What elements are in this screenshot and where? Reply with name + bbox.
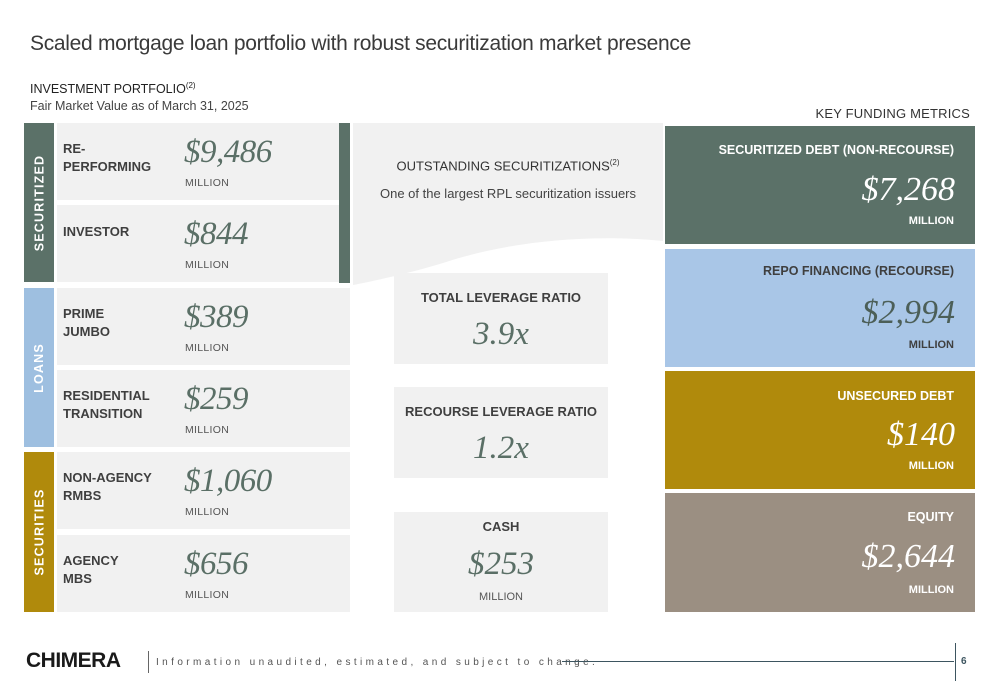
portfolio-tile-residential-transition: RESIDENTIAL TRANSITION $259 MILLION [57, 370, 350, 447]
securitizations-callout-shape [353, 123, 663, 285]
tile-value: $656 [184, 546, 249, 582]
portfolio-tile-agency-mbs: AGENCY MBS $656 MILLION [57, 535, 350, 612]
total-leverage-card: TOTAL LEVERAGE RATIO 3.9x [394, 273, 608, 364]
tile-value: $9,486 [184, 134, 272, 170]
tile-value: $1,060 [184, 463, 272, 499]
metric-label: TOTAL LEVERAGE RATIO [420, 290, 582, 305]
funding-card-equity: EQUITY $2,644 MILLION [665, 493, 975, 612]
key-funding-metrics-heading: KEY FUNDING METRICS [815, 106, 970, 121]
funding-label: SECURITIZED DEBT (NON-RECOURSE) [718, 143, 954, 157]
funding-card-securitized-debt: SECURITIZED DEBT (NON-RECOURSE) $7,268 M… [665, 126, 975, 244]
footnote-marker: (2) [609, 158, 620, 167]
metric-value: $253 [468, 546, 534, 582]
funding-value: $140 [887, 416, 955, 453]
portfolio-tile-investor: INVESTOR $844 MILLION [57, 205, 350, 282]
funding-label: EQUITY [907, 510, 954, 524]
group-bar-loans: LOANS [24, 288, 54, 447]
recourse-leverage-card: RECOURSE LEVERAGE RATIO 1.2x [394, 387, 608, 478]
investment-portfolio-subheading: Fair Market Value as of March 31, 2025 [30, 99, 249, 113]
company-logo: CHIMERA [26, 649, 121, 672]
securitizations-title: OUTSTANDING SECURITIZATIONS(2) [396, 158, 620, 174]
group-bar-securitized: SECURITIZED [24, 123, 54, 282]
investment-portfolio-heading: INVESTMENT PORTFOLIO(2) [30, 81, 196, 97]
footer-disclaimer: Information unaudited, estimated, and su… [156, 657, 599, 668]
securitizations-subtitle: One of the largest RPL securitization is… [379, 186, 637, 201]
footnote-marker: (2) [185, 81, 196, 90]
tile-label: NON-AGENCY RMBS [63, 470, 152, 503]
tile-label: AGENCY MBS [63, 553, 119, 586]
tile-unit: MILLION [185, 506, 230, 518]
page-title: Scaled mortgage loan portfolio with robu… [30, 32, 691, 55]
metric-label: CASH [482, 519, 520, 534]
funding-unit: MILLION [908, 584, 954, 596]
securitized-divider [339, 123, 350, 283]
funding-value: $7,268 [861, 171, 956, 208]
funding-unit: MILLION [908, 460, 954, 472]
funding-label: UNSECURED DEBT [837, 389, 954, 403]
portfolio-tile-reperforming: RE- PERFORMING $9,486 MILLION [57, 123, 350, 200]
tile-label: RESIDENTIAL TRANSITION [63, 388, 150, 421]
tile-value: $389 [184, 299, 249, 335]
footer-separator [148, 651, 149, 673]
funding-unit: MILLION [908, 339, 954, 351]
funding-card-unsecured-debt: UNSECURED DEBT $140 MILLION [665, 371, 975, 489]
tile-unit: MILLION [185, 589, 230, 601]
page-number-separator [955, 643, 956, 681]
metric-value: 3.9x [473, 316, 529, 352]
tile-value: $259 [184, 381, 249, 417]
funding-card-repo-financing: REPO FINANCING (RECOURSE) $2,994 MILLION [665, 249, 975, 367]
funding-unit: MILLION [908, 215, 954, 227]
metric-unit: MILLION [478, 591, 523, 603]
funding-value: $2,644 [861, 538, 956, 575]
funding-label: REPO FINANCING (RECOURSE) [763, 264, 954, 278]
portfolio-tile-non-agency-rmbs: NON-AGENCY RMBS $1,060 MILLION [57, 452, 350, 529]
metric-label: RECOURSE LEVERAGE RATIO [405, 404, 597, 419]
funding-value: $2,994 [861, 294, 956, 331]
tile-label: RE- PERFORMING [63, 141, 152, 174]
group-bar-securities: SECURITIES [24, 452, 54, 612]
tile-unit: MILLION [185, 177, 230, 189]
tile-unit: MILLION [185, 342, 230, 354]
tile-unit: MILLION [185, 259, 230, 271]
metric-value: 1.2x [473, 430, 529, 466]
tile-unit: MILLION [185, 424, 230, 436]
footer-rule [562, 661, 954, 662]
tile-label: INVESTOR [63, 224, 130, 239]
cash-card: CASH $253 MILLION [394, 512, 608, 612]
page-number: 6 [961, 656, 967, 667]
portfolio-tile-prime-jumbo: PRIME JUMBO $389 MILLION [57, 288, 350, 365]
tile-value: $844 [184, 216, 249, 252]
tile-label: PRIME JUMBO [63, 306, 110, 339]
